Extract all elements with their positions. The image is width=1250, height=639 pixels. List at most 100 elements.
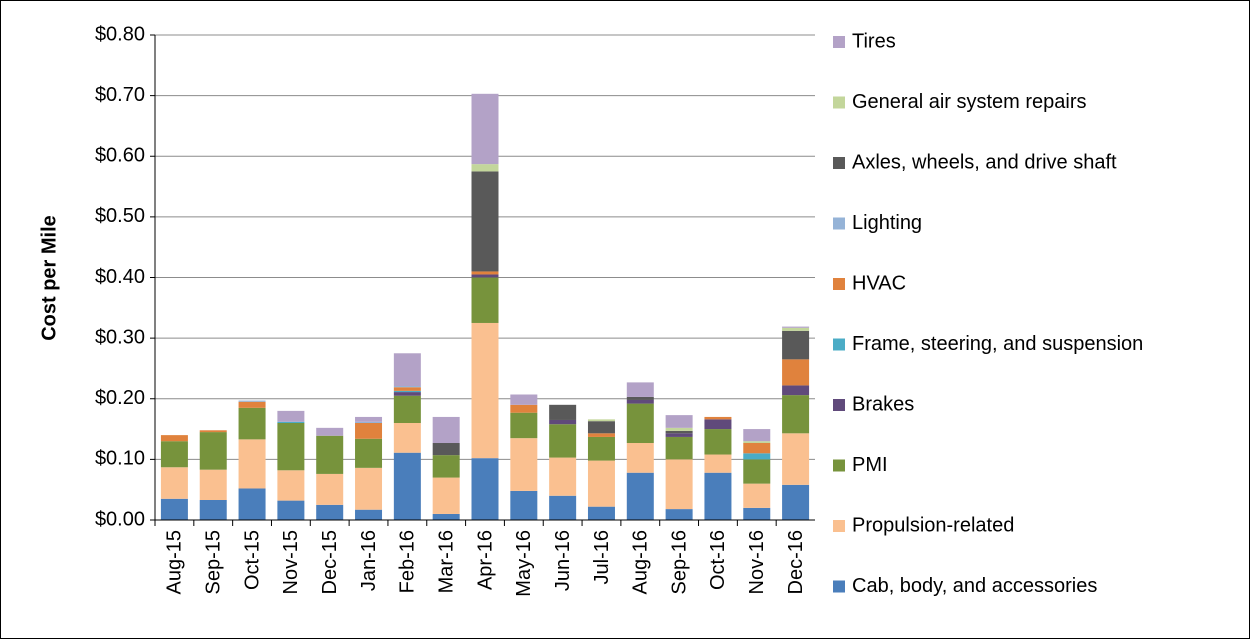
bar-segment [355,467,383,510]
x-tick-label: Oct-15 [241,530,263,590]
bar-segment [782,433,810,485]
x-tick-label: Sep-16 [668,530,690,595]
bar-segment [238,488,266,520]
bar-segment [160,441,188,468]
bar-segment [549,424,577,458]
x-tick-label: Sep-15 [203,530,225,595]
bar-segment [704,429,732,455]
y-tick-label: $0.50 [95,205,145,227]
legend-label: Axles, wheels, and drive shaft [852,151,1117,173]
bar-segment [626,399,654,404]
bar-segment [393,392,421,396]
bar-segment [393,353,421,387]
legend-label: General air system repairs [852,91,1087,113]
bar-segment [743,459,771,484]
bar-segment [665,459,693,510]
bar-segment [393,423,421,453]
bar-segment [199,499,227,520]
bar-segment [626,443,654,473]
bar-segment [277,470,305,501]
bar-segment [355,438,383,468]
legend-swatch [833,157,845,169]
legend-swatch [833,399,845,411]
bar-segment [549,404,577,420]
bar-segment [160,435,188,442]
bar-segment [393,386,421,388]
bar-segment [432,455,460,478]
bar-segment [471,171,499,272]
legend-label: HVAC [852,272,906,294]
bar-segment [160,498,188,520]
bar-segment [471,93,499,165]
x-tick-label: May-16 [513,530,535,597]
x-tick-label: Aug-16 [630,530,652,595]
legend-swatch [833,338,845,351]
bar-segment [432,513,460,520]
bar-segment [665,415,693,428]
legend-swatch [833,580,845,593]
bar-segment [355,421,383,423]
x-tick-label: Jun-16 [552,530,574,591]
legend-swatch [833,96,845,109]
y-tick-label: $0.70 [95,84,145,106]
y-tick-label: $0.30 [95,326,145,348]
bar-segment [743,443,771,454]
bar-segment [782,385,810,396]
bar-segment [665,427,693,431]
bar-segment [704,416,732,420]
legend-swatch [833,520,845,532]
bar-segment [743,453,771,460]
bar-segment [471,274,499,278]
bar-segment [665,509,693,520]
bar-segment [587,419,615,422]
y-tick-label: $0.10 [95,448,145,470]
legend-swatch [833,278,845,290]
bar-segment [704,454,732,473]
bar-segment [316,427,344,436]
bar-segment [782,330,810,360]
x-tick-label: Dec-16 [785,530,807,594]
bar-segment [238,407,266,440]
bar-segment [393,395,421,423]
bar-segment [743,441,771,444]
legend-swatch [833,36,845,48]
bar-segment [782,359,810,386]
bar-segment [355,509,383,520]
x-tick-label: Feb-16 [397,530,419,593]
bar-segment [393,387,421,391]
bar-segment [626,382,654,397]
y-tick-label: $0.20 [95,387,145,409]
bar-segment [277,423,305,471]
bar-segment [782,484,810,520]
legend-label: Propulsion-related [852,514,1014,536]
y-tick-label: $0.40 [95,266,145,288]
bar-segment [704,472,732,520]
bar-segment [355,416,383,422]
legend-swatch [833,459,845,472]
bar-segment [432,477,460,514]
bar-segment [471,458,499,520]
legend-label: PMI [852,454,888,476]
bar-segment [316,504,344,520]
bar-segment [393,452,421,520]
bar-segment [471,164,499,172]
bar-segment [432,416,460,444]
bar-segment [355,423,383,439]
bar-segment [471,322,499,459]
bar-segment [471,271,499,275]
bar-segment [160,467,188,499]
bar-segment [587,433,615,437]
bar-segment [587,436,615,461]
bar-segment [238,439,266,489]
bar-segment [626,472,654,520]
bar-segment [743,483,771,508]
bar-segment [510,404,538,413]
x-tick-label: Jul-16 [591,530,613,584]
legend-label: Tires [852,30,896,52]
legend-label: Lighting [852,212,922,234]
bar-segment [277,421,305,423]
y-tick-label: $0.80 [95,23,145,45]
x-tick-label: Oct-16 [707,530,729,590]
